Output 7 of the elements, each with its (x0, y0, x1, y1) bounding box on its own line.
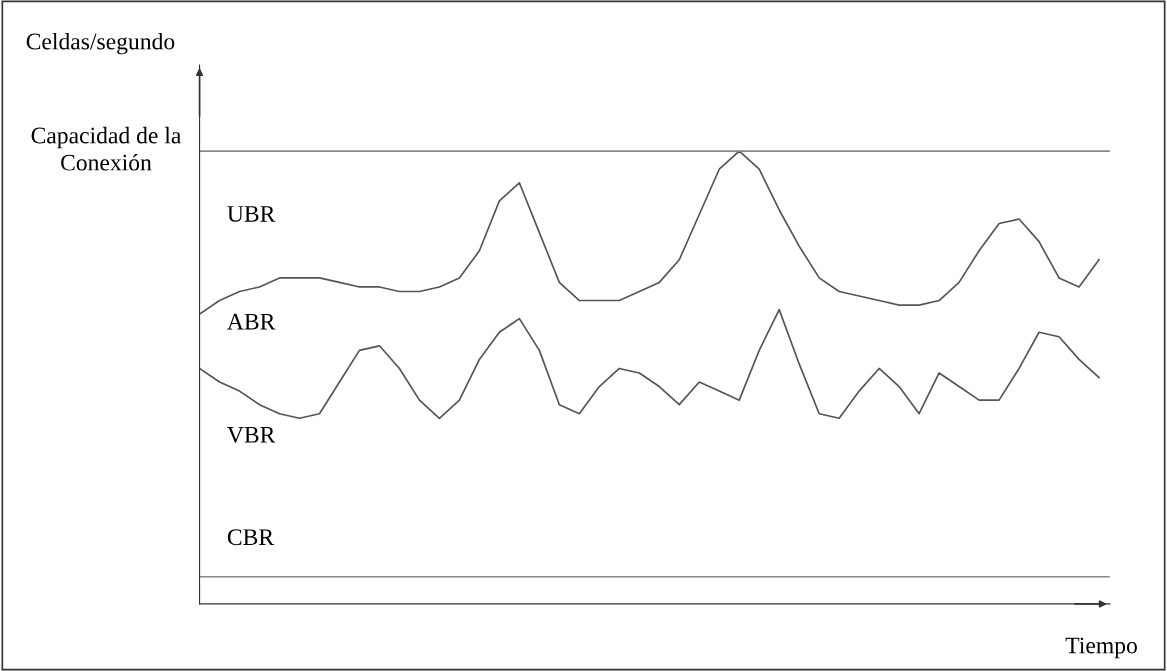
annotation: ABR (227, 313, 276, 330)
ref-line-label: Capacidad de la Conexión (31, 126, 182, 171)
annotation: CBR (227, 529, 275, 546)
annotation: VBR (227, 427, 276, 443)
x-axis-title: Tiempo (1065, 637, 1137, 659)
annotation: UBR (227, 206, 276, 222)
y-axis-title: Celdas/segundo (26, 32, 175, 55)
